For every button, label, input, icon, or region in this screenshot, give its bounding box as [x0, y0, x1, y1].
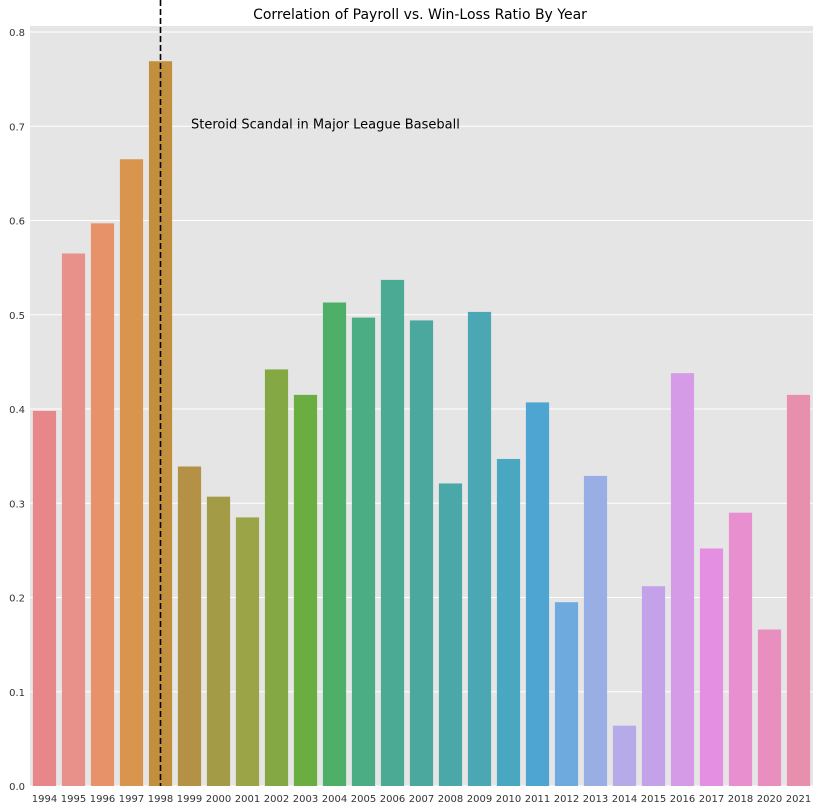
- x-tick-label: 2010: [496, 794, 521, 805]
- y-tick-label: 0.7: [9, 122, 25, 133]
- x-tick-label: 2008: [438, 794, 463, 805]
- x-tick-label: 2009: [467, 794, 492, 805]
- x-tick-label: 2003: [293, 794, 318, 805]
- bar-2020: [757, 629, 782, 786]
- x-tick-label: 1995: [61, 794, 86, 805]
- bars: [32, 61, 811, 787]
- x-tick-label: 2018: [728, 794, 753, 805]
- bar-2000: [206, 496, 231, 786]
- bar-2010: [496, 458, 521, 786]
- bar-2003: [293, 394, 318, 786]
- x-tick-label: 1994: [32, 794, 57, 805]
- x-tick-label: 2013: [583, 794, 608, 805]
- y-tick-label: 0.2: [9, 594, 25, 605]
- bar-2013: [583, 475, 608, 786]
- bar-2014: [612, 725, 637, 786]
- bar-1995: [61, 253, 86, 787]
- x-tick-label: 2001: [235, 794, 260, 805]
- bar-2001: [235, 517, 260, 786]
- x-tick-label: 2015: [641, 794, 666, 805]
- bar-2018: [728, 512, 753, 786]
- bar-2002: [264, 369, 289, 786]
- bar-2012: [554, 602, 579, 786]
- bar-1999: [177, 466, 202, 786]
- x-tick-label: 2005: [351, 794, 376, 805]
- x-tick-label: 2016: [670, 794, 695, 805]
- bar-2005: [351, 317, 376, 786]
- x-tick-label: 2000: [206, 794, 231, 805]
- bar-2009: [467, 311, 492, 786]
- y-tick-label: 0.8: [9, 28, 25, 39]
- bar-2016: [670, 373, 695, 786]
- bar-1996: [90, 223, 115, 786]
- x-tick-label: 2011: [525, 794, 550, 805]
- x-tick-label: 2014: [612, 794, 637, 805]
- x-tick-label: 2017: [699, 794, 724, 805]
- y-tick-label: 0.5: [9, 311, 25, 322]
- bar-2017: [699, 548, 724, 786]
- bar-2008: [438, 483, 463, 786]
- x-tick-label: 2002: [264, 794, 289, 805]
- bar-2004: [322, 302, 347, 786]
- y-axis-tick-labels: 0.0 0.1 0.2 0.3 0.4 0.5 0.6 0.7 0.8: [9, 28, 25, 793]
- x-tick-label: 2012: [554, 794, 579, 805]
- bar-2007: [409, 320, 434, 786]
- x-tick-label: 1998: [148, 794, 173, 805]
- x-tick-label: 2006: [380, 794, 405, 805]
- x-tick-label: 2007: [409, 794, 434, 805]
- x-tick-label: 2020: [757, 794, 782, 805]
- x-tick-label: 2021: [786, 794, 811, 805]
- annotation-text: Steroid Scandal in Major League Baseball: [191, 117, 460, 132]
- y-tick-label: 0.3: [9, 499, 25, 510]
- x-axis-tick-labels: 1994 1995 1996 1997 1998 1999 2000 2001 2002 2003…: [32, 794, 811, 805]
- bar-1997: [119, 159, 144, 787]
- x-tick-label: 1996: [90, 794, 115, 805]
- x-tick-label: 1999: [177, 794, 202, 805]
- y-tick-label: 0.1: [9, 688, 25, 699]
- y-tick-label: 0.0: [9, 782, 25, 793]
- chart-title: Correlation of Payroll vs. Win-Loss Rati…: [253, 7, 587, 23]
- x-tick-label: 2004: [322, 794, 347, 805]
- y-tick-label: 0.4: [9, 405, 25, 416]
- bar-2006: [380, 279, 405, 786]
- bar-2015: [641, 586, 666, 786]
- x-tick-label: 1997: [119, 794, 144, 805]
- bar-2011: [525, 402, 550, 786]
- y-tick-label: 0.6: [9, 217, 25, 228]
- bar-1994: [32, 410, 57, 786]
- bar-2021: [786, 394, 811, 786]
